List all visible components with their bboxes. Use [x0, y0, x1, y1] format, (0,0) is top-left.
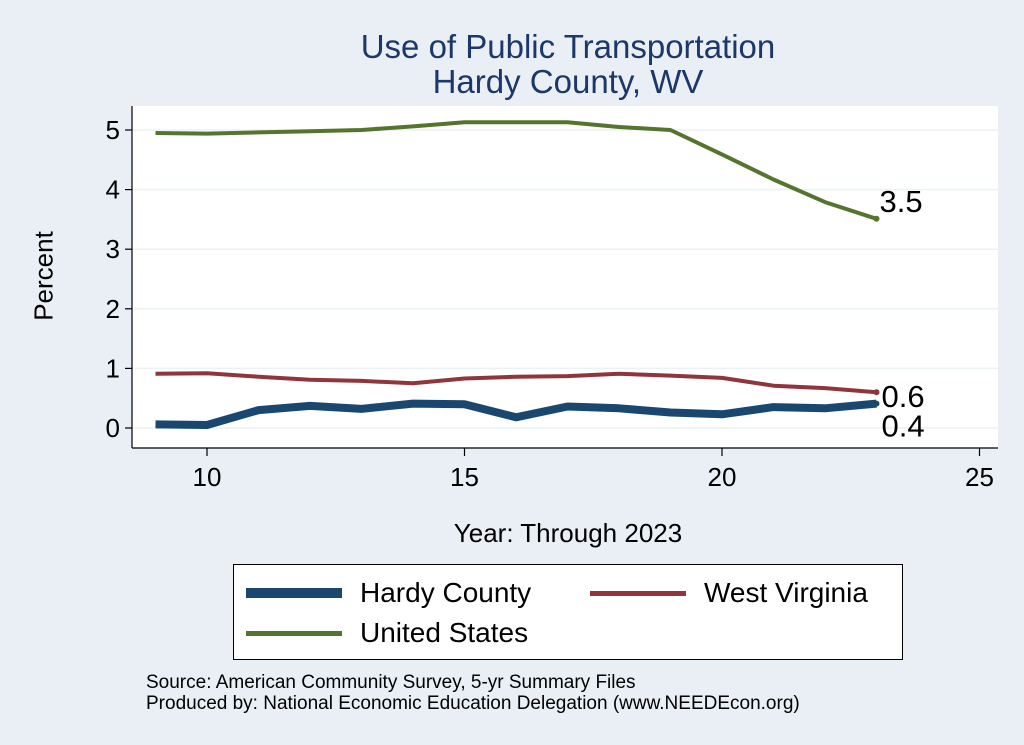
source-line: Source: American Community Survey, 5-yr … [146, 672, 636, 693]
legend-item-united-states: United States [246, 617, 528, 649]
legend-item-west-virginia: West Virginia [590, 577, 868, 609]
legend-swatch-west-virginia [590, 590, 686, 596]
legend-label-united-states: United States [360, 617, 529, 648]
series-line-united-states [155, 120, 878, 221]
plot-area [132, 106, 998, 448]
legend-swatch-hardy-county [246, 588, 342, 598]
legend-swatch-united-states [246, 630, 342, 636]
y-tick-label-4: 4 [106, 175, 120, 205]
y-tick-label-5: 5 [106, 115, 120, 145]
legend: Hardy County West Virginia United States [233, 564, 903, 660]
end-label-west-virginia: 0.6 [882, 379, 925, 414]
x-tick-label-25: 25 [965, 462, 994, 492]
legend-item-hardy-county: Hardy County [246, 577, 531, 609]
y-tick-label-3: 3 [106, 234, 120, 264]
line-chart: 0 1 2 3 4 5 10 15 20 25 0.40.6 3.5 [106, 106, 998, 492]
x-tick-label-15: 15 [450, 462, 479, 492]
y-tick-label-2: 2 [106, 294, 120, 324]
y-tick-label-1: 1 [106, 353, 120, 383]
end-label-united-states: 3.5 [880, 184, 923, 219]
x-tick-label-10: 10 [193, 462, 222, 492]
legend-label-hardy-county: Hardy County [360, 577, 532, 608]
produced-by-line: Produced by: National Economic Education… [146, 693, 800, 714]
y-tick-label-0: 0 [106, 413, 120, 443]
series-line-hardy-county [155, 399, 877, 429]
end-point-west-virginia [873, 389, 880, 396]
end-point-united-states [873, 215, 880, 222]
x-tick-label-20: 20 [708, 462, 737, 492]
y-axis-label: Percent [28, 231, 59, 321]
end-point-hardy-county [873, 400, 880, 407]
source-note: Source: American Community Survey, 5-yr … [146, 672, 800, 714]
series-line-west-virginia [155, 371, 877, 395]
x-axis-label: Year: Through 2023 [453, 518, 683, 548]
end-label-hardy-county: 0.4 [882, 409, 925, 444]
legend-label-west-virginia: West Virginia [704, 577, 868, 608]
chart-title: Use of Public Transportation [360, 28, 776, 65]
chart-subtitle: Hardy County, WV [432, 63, 704, 100]
